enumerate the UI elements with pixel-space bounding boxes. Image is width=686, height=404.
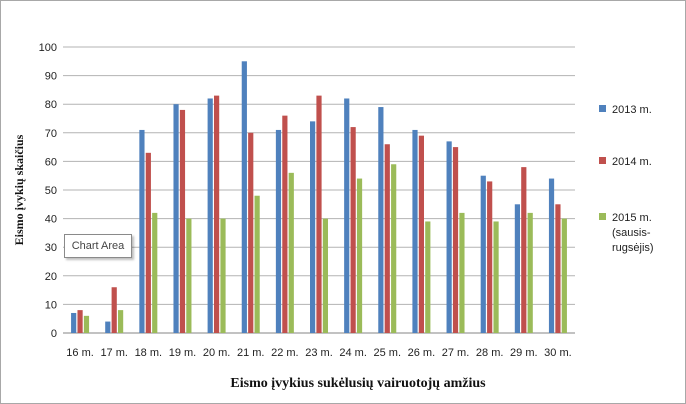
- bar: [493, 221, 499, 333]
- bar: [248, 132, 254, 333]
- x-tick-label: 23 m.: [305, 347, 333, 359]
- y-tick-label: 30: [45, 242, 57, 254]
- legend-label: 2014 m.: [612, 156, 652, 168]
- bar: [179, 109, 186, 333]
- legend-label: 2015 m.: [612, 212, 652, 224]
- bar: [459, 212, 465, 333]
- bar: [214, 95, 220, 334]
- x-tick-label: 25 m.: [374, 347, 402, 359]
- bar: [173, 104, 179, 333]
- bar: [391, 164, 397, 333]
- x-tick-label: 24 m.: [339, 347, 367, 359]
- y-tick-label: 90: [45, 71, 57, 83]
- y-tick-label: 20: [45, 271, 57, 283]
- x-axis-title: Eismo įvykius sukėlusių vairuotojų amžiu…: [230, 376, 486, 391]
- bar: [105, 321, 111, 333]
- bar: [316, 95, 322, 334]
- x-tick-label: 30 m.: [544, 347, 572, 359]
- bar: [139, 129, 145, 333]
- bar: [356, 178, 363, 333]
- bar: [548, 178, 555, 333]
- bar: [480, 175, 486, 333]
- bar: [452, 147, 459, 333]
- x-tick-label: 26 m.: [408, 347, 436, 359]
- x-tick-label: 28 m.: [476, 347, 504, 359]
- legend: 2013 m. 2014 m. 2015 m. (sausis-rugsėjis): [599, 104, 654, 254]
- legend-swatch: [599, 105, 606, 112]
- bar: [350, 127, 356, 333]
- y-axis: 0 10 20 30 40 50 60 70 80 90 100: [39, 42, 57, 340]
- bar: [111, 287, 117, 333]
- bar: [152, 212, 158, 333]
- bar: [344, 98, 350, 333]
- y-axis-title: Eismo įvykių skaičius: [12, 134, 26, 245]
- x-tick-label: 22 m.: [271, 347, 299, 359]
- y-tick-label: 100: [39, 42, 57, 54]
- bar: [310, 121, 316, 333]
- bar: [288, 172, 294, 333]
- bar: [561, 218, 567, 333]
- bars: [71, 61, 567, 334]
- bar: [384, 144, 390, 333]
- bar: [322, 218, 328, 333]
- x-tick-label: 20 m.: [203, 347, 231, 359]
- bar: [241, 61, 247, 334]
- bar: [207, 98, 213, 333]
- y-tick-label: 50: [45, 185, 57, 197]
- bar: [118, 310, 124, 333]
- bar: [145, 152, 151, 333]
- x-tick-label: 21 m.: [237, 347, 265, 359]
- x-tick-label: 29 m.: [510, 347, 538, 359]
- bar: [514, 204, 520, 333]
- x-tick-label: 16 m.: [66, 347, 94, 359]
- bar: [275, 129, 282, 333]
- x-axis: 16 m. 17 m. 18 m. 19 m. 20 m. 21 m. 22 m. 23 m.…: [66, 347, 571, 359]
- x-tick-label: 18 m.: [135, 347, 163, 359]
- legend-label: 2013 m.: [612, 104, 652, 116]
- bar: [71, 312, 77, 333]
- x-tick-label: 27 m.: [442, 347, 470, 359]
- bar: [446, 141, 452, 333]
- bar: [425, 221, 431, 333]
- chart-area-tooltip: Chart Area: [64, 234, 132, 258]
- bar: [412, 129, 418, 333]
- x-tick-label: 19 m.: [169, 347, 197, 359]
- y-tick-label: 10: [45, 299, 57, 311]
- bar: [77, 310, 83, 333]
- y-tick-label: 80: [45, 99, 57, 111]
- bar: [555, 204, 561, 333]
- y-tick-label: 40: [45, 214, 57, 226]
- legend-swatch: [599, 213, 606, 220]
- bar: [83, 315, 90, 333]
- bar: [418, 135, 424, 333]
- bar: [254, 195, 260, 333]
- bar: [521, 167, 527, 333]
- y-tick-label: 60: [45, 156, 57, 168]
- bar: [487, 181, 493, 333]
- bar: [527, 212, 533, 333]
- legend-label: (sausis-: [612, 227, 651, 239]
- x-tick-label: 17 m.: [100, 347, 128, 359]
- bar: [186, 218, 192, 333]
- legend-swatch: [599, 157, 606, 164]
- bar: [378, 107, 384, 333]
- legend-label: rugsėjis): [612, 242, 654, 254]
- bar: [220, 218, 226, 333]
- y-tick-label: 70: [45, 128, 57, 140]
- bar: [282, 115, 288, 333]
- y-tick-label: 0: [51, 328, 57, 340]
